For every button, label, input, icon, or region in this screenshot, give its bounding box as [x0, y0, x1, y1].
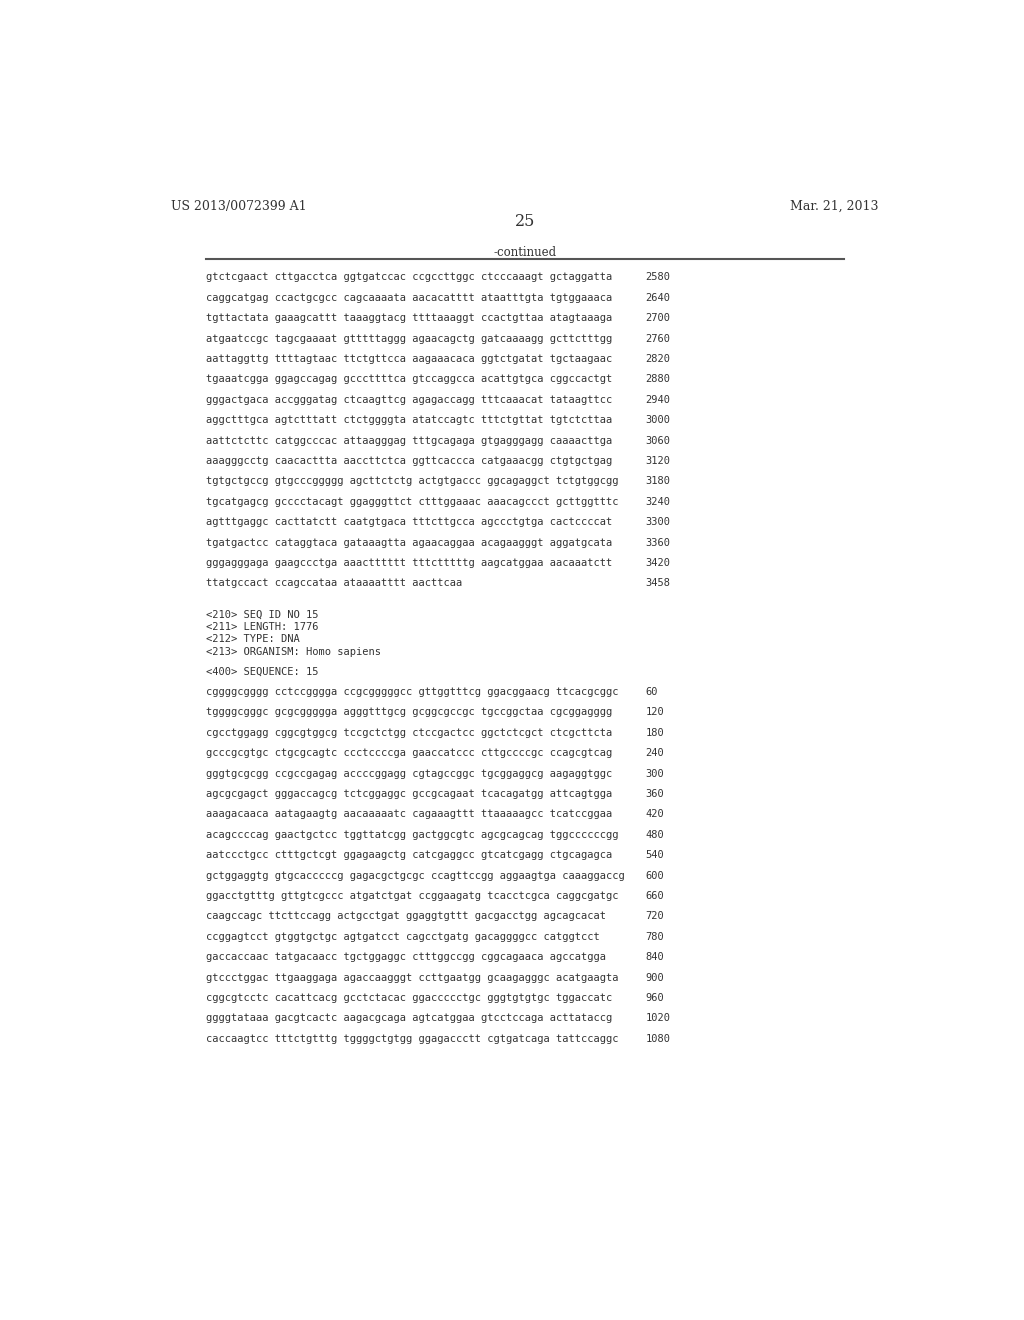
- Text: gaccaccaac tatgacaacc tgctggaggc ctttggccgg cggcagaaca agccatgga: gaccaccaac tatgacaacc tgctggaggc ctttggc…: [206, 952, 605, 962]
- Text: tgaaatcgga ggagccagag gcccttttca gtccaggcca acattgtgca cggccactgt: tgaaatcgga ggagccagag gcccttttca gtccagg…: [206, 375, 611, 384]
- Text: <400> SEQUENCE: 15: <400> SEQUENCE: 15: [206, 667, 318, 677]
- Text: gggtgcgcgg ccgccgagag accccggagg cgtagccggc tgcggaggcg aagaggtggc: gggtgcgcgg ccgccgagag accccggagg cgtagcc…: [206, 768, 611, 779]
- Text: 2760: 2760: [646, 334, 671, 343]
- Text: US 2013/0072399 A1: US 2013/0072399 A1: [171, 199, 306, 213]
- Text: aaagggcctg caacacttta aaccttctca ggttcaccca catgaaacgg ctgtgctgag: aaagggcctg caacacttta aaccttctca ggttcac…: [206, 455, 611, 466]
- Text: cggggcgggg cctccgggga ccgcgggggcc gttggtttcg ggacggaacg ttcacgcggc: cggggcgggg cctccgggga ccgcgggggcc gttggt…: [206, 686, 618, 697]
- Text: 960: 960: [646, 993, 665, 1003]
- Text: <210> SEQ ID NO 15: <210> SEQ ID NO 15: [206, 610, 318, 619]
- Text: 840: 840: [646, 952, 665, 962]
- Text: -continued: -continued: [494, 246, 556, 259]
- Text: gcccgcgtgc ctgcgcagtc ccctccccga gaaccatccc cttgccccgc ccagcgtcag: gcccgcgtgc ctgcgcagtc ccctccccga gaaccat…: [206, 748, 611, 758]
- Text: 2940: 2940: [646, 395, 671, 405]
- Text: 720: 720: [646, 911, 665, 921]
- Text: gtctcgaact cttgacctca ggtgatccac ccgccttggc ctcccaaagt gctaggatta: gtctcgaact cttgacctca ggtgatccac ccgcctt…: [206, 272, 611, 282]
- Text: ggacctgtttg gttgtcgccc atgatctgat ccggaagatg tcacctcgca caggcgatgc: ggacctgtttg gttgtcgccc atgatctgat ccggaa…: [206, 891, 618, 902]
- Text: atgaatccgc tagcgaaaat gtttttaggg agaacagctg gatcaaaagg gcttctttgg: atgaatccgc tagcgaaaat gtttttaggg agaacag…: [206, 334, 611, 343]
- Text: 600: 600: [646, 871, 665, 880]
- Text: 3420: 3420: [646, 558, 671, 568]
- Text: cggcgtcctc cacattcacg gcctctacac ggaccccctgc gggtgtgtgc tggaccatc: cggcgtcctc cacattcacg gcctctacac ggacccc…: [206, 993, 611, 1003]
- Text: gggactgaca accgggatag ctcaagttcg agagaccagg tttcaaacat tataagttcc: gggactgaca accgggatag ctcaagttcg agagacc…: [206, 395, 611, 405]
- Text: 2640: 2640: [646, 293, 671, 302]
- Text: 540: 540: [646, 850, 665, 861]
- Text: Mar. 21, 2013: Mar. 21, 2013: [790, 199, 879, 213]
- Text: acagccccag gaactgctcc tggttatcgg gactggcgtc agcgcagcag tggccccccgg: acagccccag gaactgctcc tggttatcgg gactggc…: [206, 830, 618, 840]
- Text: ccggagtcct gtggtgctgc agtgatcct cagcctgatg gacaggggcc catggtcct: ccggagtcct gtggtgctgc agtgatcct cagcctga…: [206, 932, 599, 942]
- Text: tggggcgggc gcgcggggga agggtttgcg gcggcgccgc tgccggctaa cgcggagggg: tggggcgggc gcgcggggga agggtttgcg gcggcgc…: [206, 708, 611, 717]
- Text: gtccctggac ttgaaggaga agaccaagggt ccttgaatgg gcaagagggc acatgaagta: gtccctggac ttgaaggaga agaccaagggt ccttga…: [206, 973, 618, 982]
- Text: 420: 420: [646, 809, 665, 820]
- Text: aattaggttg ttttagtaac ttctgttcca aagaaacaca ggtctgatat tgctaagaac: aattaggttg ttttagtaac ttctgttcca aagaaac…: [206, 354, 611, 364]
- Text: gggagggaga gaagccctga aaactttttt tttctttttg aagcatggaa aacaaatctt: gggagggaga gaagccctga aaactttttt tttcttt…: [206, 558, 611, 568]
- Text: 3120: 3120: [646, 455, 671, 466]
- Text: 2820: 2820: [646, 354, 671, 364]
- Text: 1080: 1080: [646, 1034, 671, 1044]
- Text: 1020: 1020: [646, 1014, 671, 1023]
- Text: 3000: 3000: [646, 416, 671, 425]
- Text: 3180: 3180: [646, 477, 671, 486]
- Text: 780: 780: [646, 932, 665, 942]
- Text: caccaagtcc tttctgtttg tggggctgtgg ggagaccctt cgtgatcaga tattccaggc: caccaagtcc tttctgtttg tggggctgtgg ggagac…: [206, 1034, 618, 1044]
- Text: 3060: 3060: [646, 436, 671, 446]
- Text: aattctcttc catggcccac attaagggag tttgcagaga gtgagggagg caaaacttga: aattctcttc catggcccac attaagggag tttgcag…: [206, 436, 611, 446]
- Text: 180: 180: [646, 727, 665, 738]
- Text: 2700: 2700: [646, 313, 671, 323]
- Text: 360: 360: [646, 789, 665, 799]
- Text: 660: 660: [646, 891, 665, 902]
- Text: caggcatgag ccactgcgcc cagcaaaata aacacatttt ataatttgta tgtggaaaca: caggcatgag ccactgcgcc cagcaaaata aacacat…: [206, 293, 611, 302]
- Text: 3360: 3360: [646, 537, 671, 548]
- Text: 300: 300: [646, 768, 665, 779]
- Text: <211> LENGTH: 1776: <211> LENGTH: 1776: [206, 622, 318, 632]
- Text: cgcctggagg cggcgtggcg tccgctctgg ctccgactcc ggctctcgct ctcgcttcta: cgcctggagg cggcgtggcg tccgctctgg ctccgac…: [206, 727, 611, 738]
- Text: 25: 25: [515, 213, 535, 230]
- Text: ttatgccact ccagccataa ataaaatttt aacttcaa: ttatgccact ccagccataa ataaaatttt aacttca…: [206, 578, 462, 589]
- Text: 2880: 2880: [646, 375, 671, 384]
- Text: 480: 480: [646, 830, 665, 840]
- Text: 3458: 3458: [646, 578, 671, 589]
- Text: 60: 60: [646, 686, 658, 697]
- Text: aatccctgcc ctttgctcgt ggagaagctg catcgaggcc gtcatcgagg ctgcagagca: aatccctgcc ctttgctcgt ggagaagctg catcgag…: [206, 850, 611, 861]
- Text: 240: 240: [646, 748, 665, 758]
- Text: tgtgctgccg gtgcccggggg agcttctctg actgtgaccc ggcagaggct tctgtggcgg: tgtgctgccg gtgcccggggg agcttctctg actgtg…: [206, 477, 618, 486]
- Text: tgatgactcc cataggtaca gataaagtta agaacaggaa acagaagggt aggatgcata: tgatgactcc cataggtaca gataaagtta agaacag…: [206, 537, 611, 548]
- Text: 120: 120: [646, 708, 665, 717]
- Text: 3240: 3240: [646, 496, 671, 507]
- Text: aaagacaaca aatagaagtg aacaaaaatc cagaaagttt ttaaaaagcc tcatccggaa: aaagacaaca aatagaagtg aacaaaaatc cagaaag…: [206, 809, 611, 820]
- Text: 2580: 2580: [646, 272, 671, 282]
- Text: aggctttgca agtctttatt ctctggggta atatccagtc tttctgttat tgtctcttaa: aggctttgca agtctttatt ctctggggta atatcca…: [206, 416, 611, 425]
- Text: agtttgaggc cacttatctt caatgtgaca tttcttgcca agccctgtga cactccccat: agtttgaggc cacttatctt caatgtgaca tttcttg…: [206, 517, 611, 527]
- Text: <212> TYPE: DNA: <212> TYPE: DNA: [206, 635, 299, 644]
- Text: tgcatgagcg gcccctacagt ggagggttct ctttggaaac aaacagccct gcttggtttc: tgcatgagcg gcccctacagt ggagggttct ctttgg…: [206, 496, 618, 507]
- Text: agcgcgagct gggaccagcg tctcggaggc gccgcagaat tcacagatgg attcagtgga: agcgcgagct gggaccagcg tctcggaggc gccgcag…: [206, 789, 611, 799]
- Text: <213> ORGANISM: Homo sapiens: <213> ORGANISM: Homo sapiens: [206, 647, 381, 656]
- Text: ggggtataaa gacgtcactc aagacgcaga agtcatggaa gtcctccaga acttataccg: ggggtataaa gacgtcactc aagacgcaga agtcatg…: [206, 1014, 611, 1023]
- Text: 3300: 3300: [646, 517, 671, 527]
- Text: gctggaggtg gtgcacccccg gagacgctgcgc ccagttccgg aggaagtga caaaggaccg: gctggaggtg gtgcacccccg gagacgctgcgc ccag…: [206, 871, 625, 880]
- Text: 900: 900: [646, 973, 665, 982]
- Text: caagccagc ttcttccagg actgcctgat ggaggtgttt gacgacctgg agcagcacat: caagccagc ttcttccagg actgcctgat ggaggtgt…: [206, 911, 605, 921]
- Text: tgttactata gaaagcattt taaaggtacg ttttaaaggt ccactgttaa atagtaaaga: tgttactata gaaagcattt taaaggtacg ttttaaa…: [206, 313, 611, 323]
